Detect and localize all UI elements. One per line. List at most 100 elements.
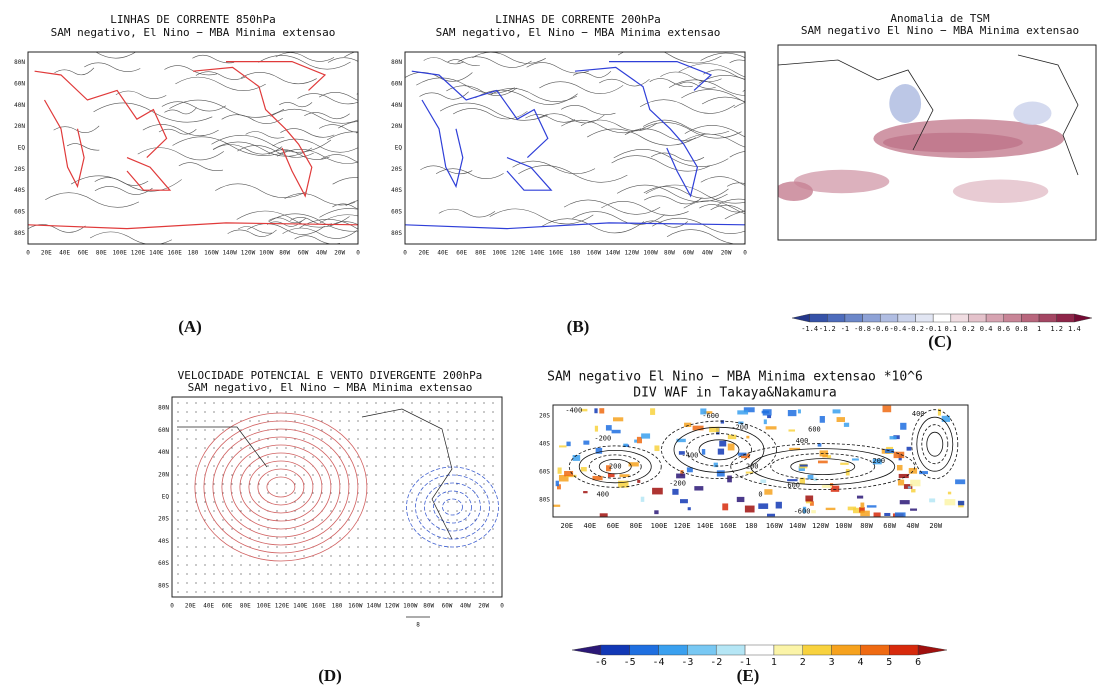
colorbar-segment: [844, 313, 863, 323]
wind-vector: [330, 411, 332, 413]
wind-vector: [474, 474, 476, 476]
wind-vector: [276, 411, 278, 413]
wind-vector: [357, 537, 359, 539]
sst-anomaly: [793, 169, 890, 194]
wind-vector: [483, 465, 485, 467]
lon-label: 40E: [584, 522, 597, 530]
streamline: [84, 62, 141, 72]
lon-label: 80W: [664, 250, 675, 257]
wind-vector: [465, 582, 467, 584]
wind-vector: [429, 402, 431, 404]
wind-vector: [411, 582, 413, 584]
wind-vector: [420, 474, 422, 476]
colorbar-tick-label: 6: [915, 657, 921, 668]
waf-cell: [832, 409, 841, 414]
wind-vector: [375, 501, 377, 503]
lon-label: 140W: [366, 603, 381, 610]
wind-vector: [339, 555, 341, 557]
contour-label: 200: [746, 463, 759, 471]
wind-vector: [330, 582, 332, 584]
wind-vector: [402, 447, 404, 449]
colorbar-segment: [1056, 313, 1075, 323]
wind-vector: [483, 429, 485, 431]
wind-vector: [483, 573, 485, 575]
wind-vector: [384, 510, 386, 512]
streamline: [238, 226, 273, 234]
wind-vector: [375, 582, 377, 584]
wind-vector: [420, 519, 422, 521]
waf-cell: [680, 499, 688, 504]
panel-letter: (B): [567, 317, 590, 336]
wind-vector: [231, 411, 233, 413]
wind-vector: [357, 411, 359, 413]
wind-vector: [393, 546, 395, 548]
wind-vector: [483, 438, 485, 440]
wind-vector: [357, 447, 359, 449]
waf-cell: [825, 507, 836, 511]
wind-vector: [384, 528, 386, 530]
streamline: [475, 89, 578, 105]
waf-cell: [692, 425, 704, 431]
wind-vector: [231, 420, 233, 422]
wind-vector: [267, 546, 269, 548]
wind-vector: [438, 438, 440, 440]
wind-vector: [303, 519, 305, 521]
wind-vector: [321, 411, 323, 413]
wind-vector: [303, 582, 305, 584]
waf-cell: [860, 502, 865, 508]
wind-vector: [294, 564, 296, 566]
waf-cell: [937, 408, 941, 416]
waf-cell: [701, 449, 706, 455]
wind-vector: [384, 492, 386, 494]
wind-vector: [402, 420, 404, 422]
wind-vector: [312, 429, 314, 431]
wind-vector: [411, 429, 413, 431]
wind-vector: [213, 582, 215, 584]
wind-vector: [267, 420, 269, 422]
streamline: [446, 85, 517, 96]
streamline: [652, 217, 745, 234]
lon-label: 60W: [298, 250, 309, 257]
wind-vector: [321, 501, 323, 503]
wind-vector: [483, 456, 485, 458]
streamline: [94, 177, 149, 186]
wind-vector: [474, 528, 476, 530]
wind-vector: [357, 420, 359, 422]
wind-vector: [411, 528, 413, 530]
streamline: [304, 112, 350, 120]
wind-vector: [330, 519, 332, 521]
waf-cell: [743, 407, 755, 413]
wind-vector: [186, 420, 188, 422]
streamline: [639, 122, 742, 139]
wind-vector: [258, 438, 260, 440]
wind-vector: [348, 447, 350, 449]
wind-vector: [294, 555, 296, 557]
wind-vector: [492, 555, 494, 557]
map-frame-bg: [405, 52, 745, 244]
waf-cell: [667, 515, 675, 517]
wind-vector: [222, 546, 224, 548]
wind-vector: [348, 528, 350, 530]
lon-label: 120E: [275, 603, 290, 610]
wind-vector: [429, 447, 431, 449]
wind-vector: [402, 402, 404, 404]
wind-vector: [411, 402, 413, 404]
wind-vector: [438, 582, 440, 584]
wind-vector: [492, 591, 494, 593]
wind-vector: [204, 465, 206, 467]
lon-label: 80E: [240, 603, 251, 610]
contour-label: -200: [731, 423, 748, 431]
wind-vector: [375, 546, 377, 548]
wind-vector: [186, 402, 188, 404]
wind-vector: [339, 402, 341, 404]
colorbar-tick-label: -0.2: [907, 325, 924, 333]
contour: [698, 439, 740, 461]
wind-vector: [384, 546, 386, 548]
wind-vector: [294, 591, 296, 593]
waf-cell: [654, 510, 659, 515]
wind-vector: [258, 582, 260, 584]
wind-vector: [294, 537, 296, 539]
wind-vector: [474, 573, 476, 575]
lon-label: 0: [170, 603, 174, 610]
waf-cell: [802, 506, 807, 514]
